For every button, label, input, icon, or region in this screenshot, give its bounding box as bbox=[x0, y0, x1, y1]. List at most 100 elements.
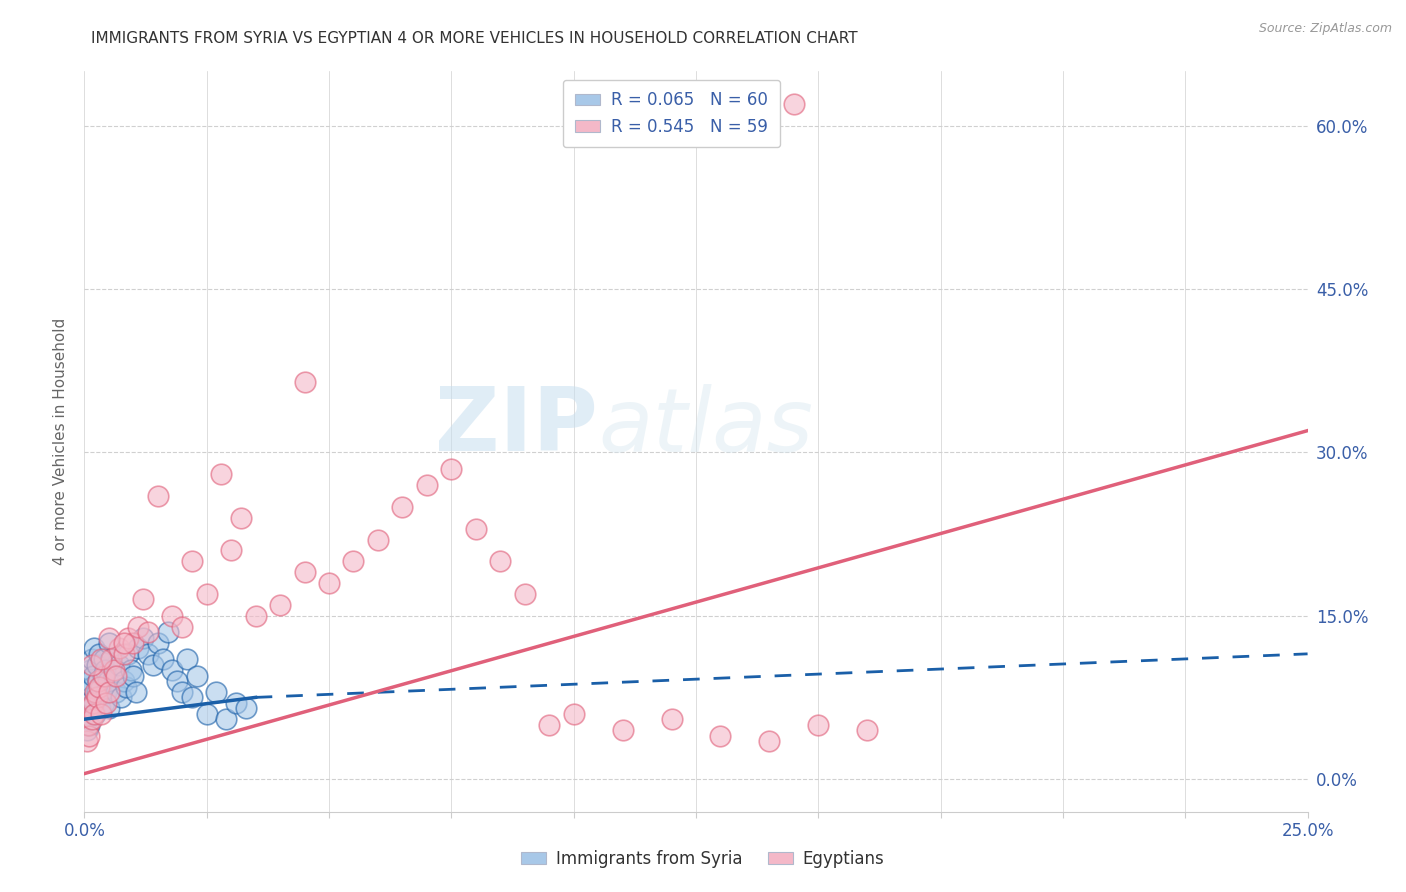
Point bbox=[181, 690, 204, 705]
Point bbox=[93, 668, 115, 682]
Point bbox=[77, 674, 100, 689]
Point bbox=[77, 717, 100, 731]
Point bbox=[391, 500, 413, 514]
Point bbox=[122, 636, 145, 650]
Point bbox=[294, 565, 316, 579]
Point bbox=[97, 674, 120, 689]
Point bbox=[84, 706, 107, 721]
Point bbox=[132, 592, 155, 607]
Point bbox=[82, 668, 104, 682]
Point bbox=[489, 554, 512, 568]
Point bbox=[758, 734, 780, 748]
Point bbox=[162, 608, 184, 623]
Point bbox=[112, 674, 135, 689]
Point bbox=[117, 631, 139, 645]
Point bbox=[103, 663, 125, 677]
Point bbox=[97, 701, 120, 715]
Text: ZIP: ZIP bbox=[436, 384, 598, 470]
Point bbox=[136, 625, 159, 640]
Point bbox=[89, 701, 111, 715]
Point bbox=[245, 608, 267, 623]
Point bbox=[269, 598, 291, 612]
Point bbox=[186, 668, 208, 682]
Point bbox=[195, 587, 218, 601]
Text: atlas: atlas bbox=[598, 384, 813, 470]
Point bbox=[96, 696, 118, 710]
Point bbox=[100, 652, 122, 666]
Point bbox=[105, 685, 128, 699]
Point bbox=[87, 674, 110, 689]
Point bbox=[80, 712, 103, 726]
Text: Source: ZipAtlas.com: Source: ZipAtlas.com bbox=[1258, 22, 1392, 36]
Point bbox=[86, 690, 108, 705]
Point bbox=[127, 619, 149, 633]
Point bbox=[76, 734, 98, 748]
Point bbox=[294, 375, 316, 389]
Point bbox=[79, 701, 101, 715]
Point bbox=[440, 462, 463, 476]
Point bbox=[142, 657, 165, 672]
Point bbox=[127, 641, 149, 656]
Point bbox=[80, 657, 103, 672]
Point bbox=[122, 668, 145, 682]
Point bbox=[90, 652, 112, 666]
Point bbox=[162, 663, 184, 677]
Point bbox=[205, 685, 228, 699]
Point bbox=[80, 690, 103, 705]
Point bbox=[79, 663, 101, 677]
Point bbox=[76, 717, 98, 731]
Point bbox=[146, 489, 169, 503]
Point bbox=[80, 652, 103, 666]
Point bbox=[172, 685, 194, 699]
Point bbox=[661, 712, 683, 726]
Point bbox=[76, 723, 98, 737]
Point bbox=[513, 587, 536, 601]
Point bbox=[125, 685, 148, 699]
Point bbox=[146, 636, 169, 650]
Point bbox=[416, 478, 439, 492]
Point bbox=[97, 631, 120, 645]
Point bbox=[807, 717, 830, 731]
Point bbox=[93, 696, 115, 710]
Point bbox=[342, 554, 364, 568]
Point bbox=[82, 696, 104, 710]
Text: IMMIGRANTS FROM SYRIA VS EGYPTIAN 4 OR MORE VEHICLES IN HOUSEHOLD CORRELATION CH: IMMIGRANTS FROM SYRIA VS EGYPTIAN 4 OR M… bbox=[91, 31, 858, 46]
Point bbox=[110, 690, 132, 705]
Legend: R = 0.065   N = 60, R = 0.545   N = 59: R = 0.065 N = 60, R = 0.545 N = 59 bbox=[562, 79, 780, 147]
Point bbox=[318, 576, 340, 591]
Point bbox=[783, 97, 806, 112]
Point bbox=[132, 631, 155, 645]
Point bbox=[83, 696, 105, 710]
Point bbox=[97, 685, 120, 699]
Point bbox=[79, 701, 101, 715]
Point bbox=[86, 657, 108, 672]
Point bbox=[87, 680, 110, 694]
Point bbox=[84, 685, 107, 699]
Point bbox=[91, 668, 114, 682]
Point bbox=[219, 543, 242, 558]
Point bbox=[105, 668, 128, 682]
Point bbox=[181, 554, 204, 568]
Point bbox=[235, 701, 257, 715]
Point bbox=[77, 685, 100, 699]
Point bbox=[152, 652, 174, 666]
Point bbox=[166, 674, 188, 689]
Point bbox=[107, 657, 129, 672]
Point bbox=[115, 680, 138, 694]
Point bbox=[77, 729, 100, 743]
Point bbox=[367, 533, 389, 547]
Point bbox=[112, 647, 135, 661]
Point bbox=[215, 712, 238, 726]
Point bbox=[136, 647, 159, 661]
Point bbox=[96, 685, 118, 699]
Point bbox=[100, 652, 122, 666]
Point bbox=[562, 706, 585, 721]
Point bbox=[117, 647, 139, 661]
Point bbox=[107, 641, 129, 656]
Point bbox=[176, 652, 198, 666]
Point bbox=[112, 636, 135, 650]
Point bbox=[83, 706, 105, 721]
Point bbox=[97, 636, 120, 650]
Point bbox=[709, 729, 731, 743]
Point bbox=[612, 723, 634, 737]
